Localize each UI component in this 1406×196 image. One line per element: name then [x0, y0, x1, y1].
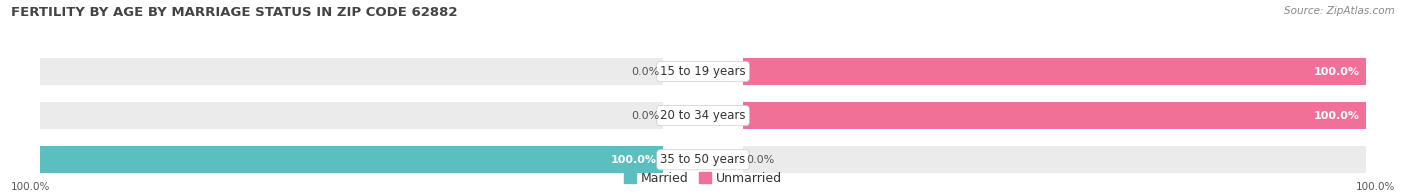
- Text: 100.0%: 100.0%: [1313, 111, 1360, 121]
- Text: 20 to 34 years: 20 to 34 years: [661, 109, 745, 122]
- Text: 100.0%: 100.0%: [1355, 182, 1395, 192]
- Text: 100.0%: 100.0%: [1313, 66, 1360, 77]
- Bar: [39, 58, 664, 85]
- Text: FERTILITY BY AGE BY MARRIAGE STATUS IN ZIP CODE 62882: FERTILITY BY AGE BY MARRIAGE STATUS IN Z…: [11, 6, 458, 19]
- Legend: Married, Unmarried: Married, Unmarried: [619, 167, 787, 190]
- Bar: [39, 146, 664, 173]
- Text: 0.0%: 0.0%: [631, 66, 659, 77]
- Text: 0.0%: 0.0%: [747, 155, 775, 165]
- Bar: [39, 102, 664, 129]
- Text: 100.0%: 100.0%: [610, 155, 657, 165]
- Bar: [742, 102, 1367, 129]
- Text: 0.0%: 0.0%: [631, 111, 659, 121]
- Text: 35 to 50 years: 35 to 50 years: [661, 153, 745, 166]
- Bar: [742, 146, 1367, 173]
- Text: Source: ZipAtlas.com: Source: ZipAtlas.com: [1284, 6, 1395, 16]
- Text: 100.0%: 100.0%: [11, 182, 51, 192]
- Bar: [742, 58, 1367, 85]
- Bar: [742, 58, 1367, 85]
- Bar: [39, 146, 664, 173]
- Text: 15 to 19 years: 15 to 19 years: [661, 65, 745, 78]
- Bar: [742, 102, 1367, 129]
